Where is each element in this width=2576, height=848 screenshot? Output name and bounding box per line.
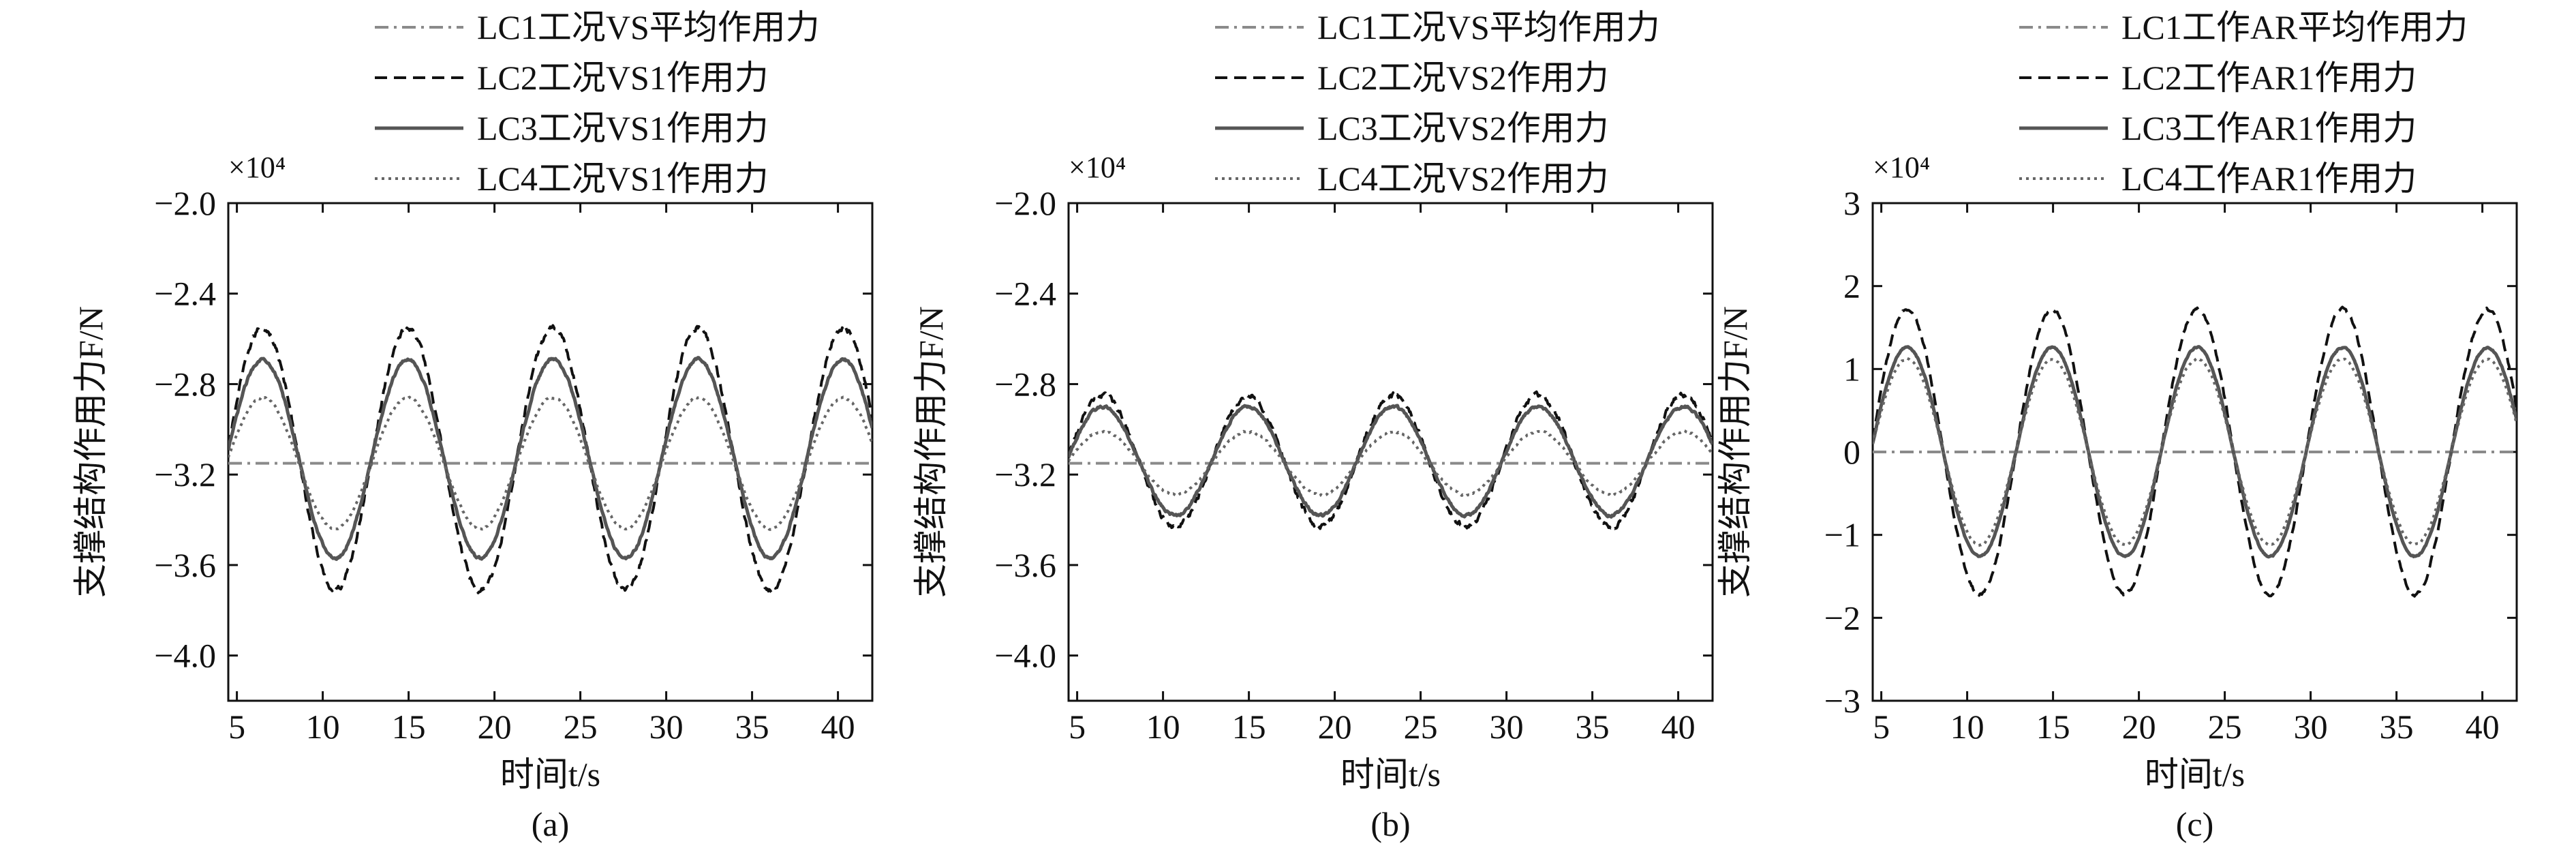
y-tick-label: 2 [1843,267,1860,305]
x-tick-label: 5 [228,708,245,746]
y-tick-label: −1 [1824,516,1860,554]
series-line-4 [228,395,872,531]
x-tick-label: 35 [1576,708,1610,746]
x-tick-label: 15 [2036,708,2070,746]
x-tick-label: 30 [649,708,684,746]
legend-label: LC4工况VS2作用力 [1317,160,1609,198]
x-tick-label: 40 [821,708,855,746]
x-tick-label: 20 [478,708,512,746]
x-tick-label: 40 [2466,708,2500,746]
y-tick-label: −3.6 [154,546,216,584]
series-line-3 [228,356,872,561]
y-tick-label: 3 [1843,184,1860,222]
series-line-2 [1873,305,2517,598]
plot-frame [1067,202,1714,702]
x-tick-label: 40 [1661,708,1696,746]
x-tick-label: 25 [564,708,598,746]
panel-label: (b) [1370,805,1410,843]
x-tick-label: 20 [1318,708,1352,746]
y-tick-label: 0 [1843,433,1860,471]
y-tick-label: −4.0 [154,637,216,675]
series-line-3 [1873,345,2517,559]
legend-label: LC3工作AR1作用力 [2121,109,2417,147]
series-line-4 [1873,357,2517,547]
y-tick-label: −3.6 [994,546,1056,584]
x-tick-label: 15 [392,708,426,746]
x-tick-label: 30 [2294,708,2328,746]
panel-1: 5 10 15 20 25 30 35 40 −4.0 −3.6 −3.2 −2.8 −2.4 −2.0 ×… [72,8,874,843]
legend-label: LC2工况VS2作用力 [1317,59,1609,97]
y-tick-label: −3.2 [154,455,216,494]
x-tick-label: 5 [1873,708,1890,746]
y-tick-label: −2.0 [154,184,216,222]
x-tick-label: 30 [1490,708,1524,746]
y-tick-label: −4.0 [994,637,1056,675]
x-axis-title: 时间t/s [1340,755,1441,793]
y-tick-label: 1 [1843,350,1860,388]
plot-frame [227,202,874,702]
x-axis-title: 时间t/s [500,755,600,793]
x-tick-label: 35 [2380,708,2414,746]
x-tick-label: 25 [1404,708,1438,746]
legend-label: LC1工况VS平均作用力 [477,8,820,46]
y-tick-label: −2 [1824,599,1860,637]
x-axis-title: 时间t/s [2145,755,2245,793]
exponent-label: ×10⁴ [228,151,286,184]
series-line-2 [228,324,872,594]
y-tick-label: −2.4 [154,275,216,313]
legend-label: LC4工作AR1作用力 [2121,160,2417,198]
y-axis-title: 支撑结构作用力F/N [912,306,950,598]
x-tick-label: 15 [1232,708,1266,746]
exponent-label: ×10⁴ [1069,151,1126,184]
y-axis-title: 支撑结构作用力F/N [1716,306,1754,598]
panel-2: 5 10 15 20 25 30 35 40 −4.0 −3.6 −3.2 −2.8 −2.4 −2.0 ×… [912,8,1714,843]
legend-label: LC4工况VS1作用力 [477,160,769,198]
y-tick-label: −2.8 [154,365,216,403]
legend-label: LC2工况VS1作用力 [477,59,769,97]
x-tick-label: 10 [1950,708,1984,746]
panel-3: 5 10 15 20 25 30 35 40 −3 −2 −1 0 1 2 3 ×10⁴ 时间t/s 支撑结构作用… [1716,8,2518,843]
series-line-4 [1069,429,1713,498]
y-tick-label: −2.4 [994,275,1056,313]
y-tick-label: −2.8 [994,365,1056,403]
y-tick-label: −3.2 [994,455,1056,494]
panel-label: (c) [2176,805,2214,843]
x-tick-label: 10 [1146,708,1180,746]
y-tick-label: −2.0 [994,184,1056,222]
x-tick-label: 10 [306,708,340,746]
legend-label: LC1工况VS平均作用力 [1317,8,1660,46]
panel-label: (a) [532,805,570,843]
y-tick-label: −3 [1824,682,1860,720]
series-line-2 [1069,390,1713,530]
x-tick-label: 5 [1069,708,1086,746]
exponent-label: ×10⁴ [1873,151,1930,184]
legend-label: LC2工作AR1作用力 [2121,59,2417,97]
y-axis-title: 支撑结构作用力F/N [72,306,110,598]
x-tick-label: 20 [2122,708,2156,746]
legend-label: LC1工作AR平均作用力 [2121,8,2468,46]
legend-label: LC3工况VS1作用力 [477,109,769,147]
x-tick-label: 35 [735,708,769,746]
series-line-3 [1069,404,1713,519]
x-tick-label: 25 [2208,708,2242,746]
legend-label: LC3工况VS2作用力 [1317,109,1609,147]
